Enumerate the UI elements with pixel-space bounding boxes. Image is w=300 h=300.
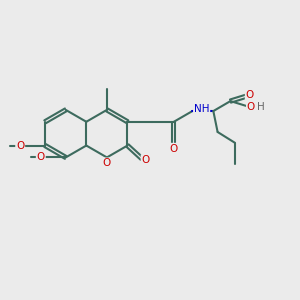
Text: O: O [247,102,255,112]
Text: O: O [37,152,45,162]
Text: H: H [257,102,265,112]
Text: O: O [246,90,254,100]
Text: O: O [103,158,111,168]
Text: O: O [142,155,150,165]
Text: NH: NH [194,104,209,114]
Text: O: O [170,144,178,154]
Text: O: O [16,140,24,151]
